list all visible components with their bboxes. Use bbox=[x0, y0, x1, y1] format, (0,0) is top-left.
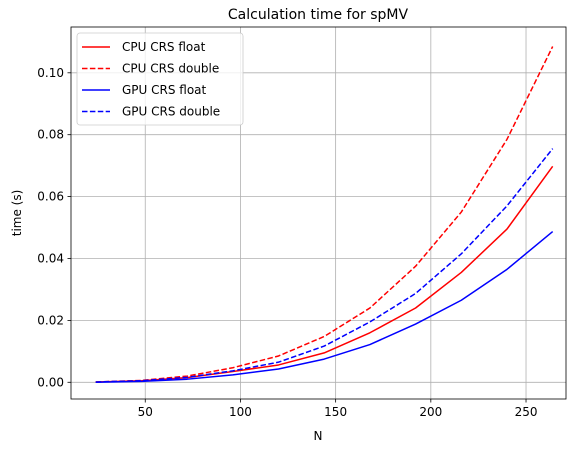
series-lines bbox=[95, 46, 554, 384]
legend-label: CPU CRS float bbox=[122, 40, 206, 54]
x-tick-label: 200 bbox=[419, 405, 442, 419]
series-line-gpu-crs-double bbox=[95, 148, 554, 383]
x-axis-label: N bbox=[314, 429, 323, 443]
y-tick-label: 0.02 bbox=[37, 313, 64, 327]
legend-label: GPU CRS float bbox=[122, 83, 207, 97]
grid bbox=[71, 27, 566, 399]
chart-title: Calculation time for spMV bbox=[228, 7, 409, 23]
y-axis: 0.00 0.02 0.04 0.06 0.08 0.10 bbox=[37, 66, 71, 389]
plot-frame bbox=[70, 26, 567, 400]
series-line-gpu-crs-float bbox=[95, 230, 554, 384]
y-tick-label: 0.06 bbox=[37, 190, 64, 204]
legend: CPU CRS float CPU CRS double GPU CRS float… bbox=[76, 32, 244, 126]
legend-box bbox=[76, 32, 244, 126]
x-tick-label: 150 bbox=[324, 405, 347, 419]
x-tick-label: 50 bbox=[138, 405, 153, 419]
x-tick-label: 250 bbox=[515, 405, 538, 419]
x-axis: 50 100 150 200 250 bbox=[138, 399, 538, 419]
legend-label: GPU CRS double bbox=[122, 105, 220, 119]
x-tick-label: 100 bbox=[229, 405, 252, 419]
legend-label: CPU CRS double bbox=[122, 62, 219, 76]
y-tick-label: 0.04 bbox=[37, 251, 64, 265]
y-tick-label: 0.00 bbox=[37, 375, 64, 389]
y-axis-label: time (s) bbox=[10, 190, 24, 237]
series-line-cpu-crs-double bbox=[95, 46, 554, 383]
y-tick-label: 0.10 bbox=[37, 66, 64, 80]
y-tick-label: 0.08 bbox=[37, 128, 64, 142]
